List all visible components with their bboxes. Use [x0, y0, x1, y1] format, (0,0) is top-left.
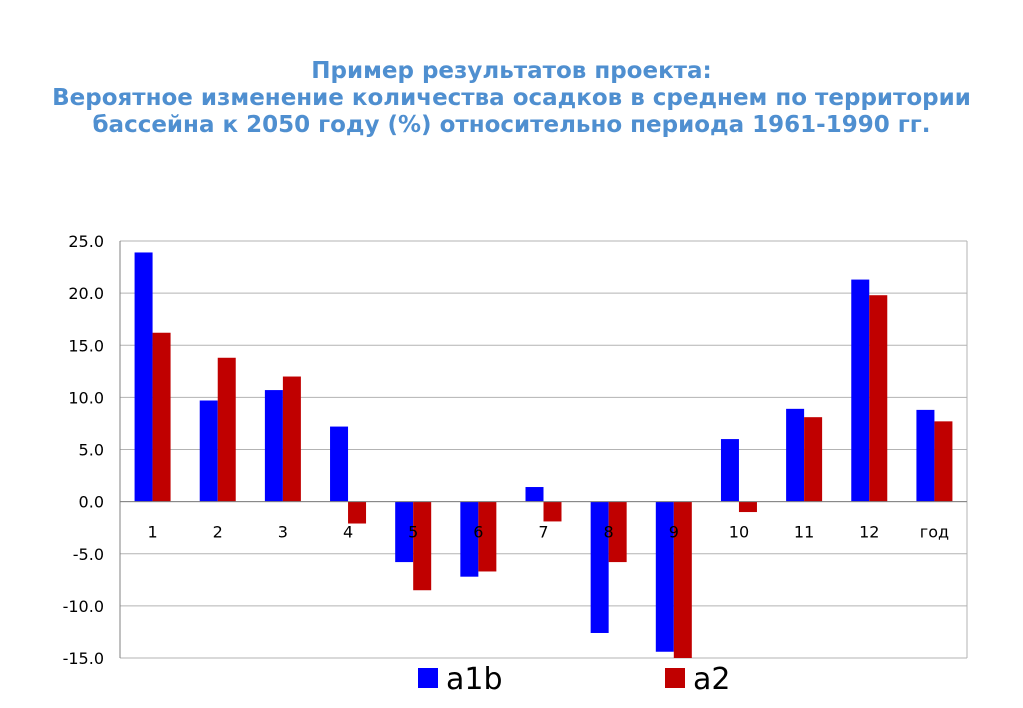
- x-tick-label: 2: [213, 523, 223, 542]
- legend-swatch-a2: [665, 668, 685, 688]
- bar-a1b-12: [851, 279, 870, 502]
- bar-a2-3: [282, 376, 301, 502]
- title-line-2: Вероятное изменение количества осадков в…: [52, 85, 971, 111]
- bar-a1b-год: [916, 409, 935, 502]
- y-tick-label: -15.0: [63, 649, 104, 668]
- bar-a2-7: [543, 501, 562, 522]
- x-tick-label: 6: [473, 523, 483, 542]
- bar-a1b-6: [460, 501, 479, 577]
- bar-a1b-1: [134, 252, 153, 502]
- legend-label-a2: a2: [693, 662, 730, 697]
- bar-a2-5: [413, 501, 432, 591]
- x-tick-label: год: [920, 523, 949, 542]
- y-tick-labels: 25.0 20.0 15.0 10.0 5.0 0.0 -5.0 -10.0 -15.0: [63, 232, 104, 668]
- y-tick-label: 15.0: [68, 336, 104, 355]
- x-tick-label: 7: [538, 523, 548, 542]
- y-tick-label: 20.0: [68, 284, 104, 303]
- bar-a2-10: [738, 501, 757, 513]
- bar-a1b-7: [525, 487, 544, 502]
- bar-a1b-11: [786, 408, 805, 502]
- grid-lines: [120, 240, 968, 659]
- title-line-3: бассейна к 2050 году (%) относительно пе…: [92, 112, 931, 138]
- x-tick-label: 4: [343, 523, 353, 542]
- bar-a1b-4: [330, 426, 349, 502]
- x-tick-labels: 1 2 3 4 5 6 7 8 9 10 11 12 год: [147, 523, 949, 542]
- bar-a2-11: [804, 417, 823, 502]
- bar-a2-12: [869, 295, 888, 502]
- bar-a2-9: [673, 501, 692, 658]
- bar-a2-год: [934, 421, 953, 502]
- bar-a1b-9: [655, 501, 674, 652]
- bar-a2-4: [348, 501, 367, 524]
- x-tick-label: 5: [408, 523, 418, 542]
- bar-a1b-8: [590, 501, 609, 633]
- y-tick-label: 0.0: [79, 493, 104, 512]
- x-tick-label: 1: [147, 523, 157, 542]
- bar-a1b-2: [199, 400, 218, 502]
- chart-title: Пример результатов проекта: Вероятное из…: [0, 58, 1023, 139]
- bar-a1b-5: [395, 501, 414, 563]
- bar-a2-1: [152, 332, 171, 502]
- bar-a1b-3: [264, 390, 283, 502]
- x-tick-label: 9: [669, 523, 679, 542]
- y-tick-label: 5.0: [79, 441, 104, 460]
- legend-label-a1b: a1b: [446, 662, 503, 697]
- axes: [119, 241, 967, 658]
- y-tick-label: 25.0: [68, 232, 104, 251]
- legend-swatch-a1b: [418, 668, 438, 688]
- bar-a2-8: [608, 501, 627, 563]
- y-tick-label: -10.0: [63, 597, 104, 616]
- bars: [134, 252, 953, 658]
- x-tick-label: 3: [278, 523, 288, 542]
- x-tick-label: 12: [859, 523, 879, 542]
- x-tick-label: 11: [794, 523, 814, 542]
- title-line-1: Пример результатов проекта:: [311, 58, 712, 84]
- y-tick-label: -5.0: [73, 545, 104, 564]
- bar-a2-6: [478, 501, 497, 572]
- y-tick-label: 10.0: [68, 388, 104, 407]
- legend: a1b a2: [418, 662, 730, 697]
- x-tick-label: 10: [729, 523, 749, 542]
- bar-a2-2: [217, 357, 236, 502]
- x-tick-label: 8: [604, 523, 614, 542]
- bar-a1b-10: [720, 439, 739, 502]
